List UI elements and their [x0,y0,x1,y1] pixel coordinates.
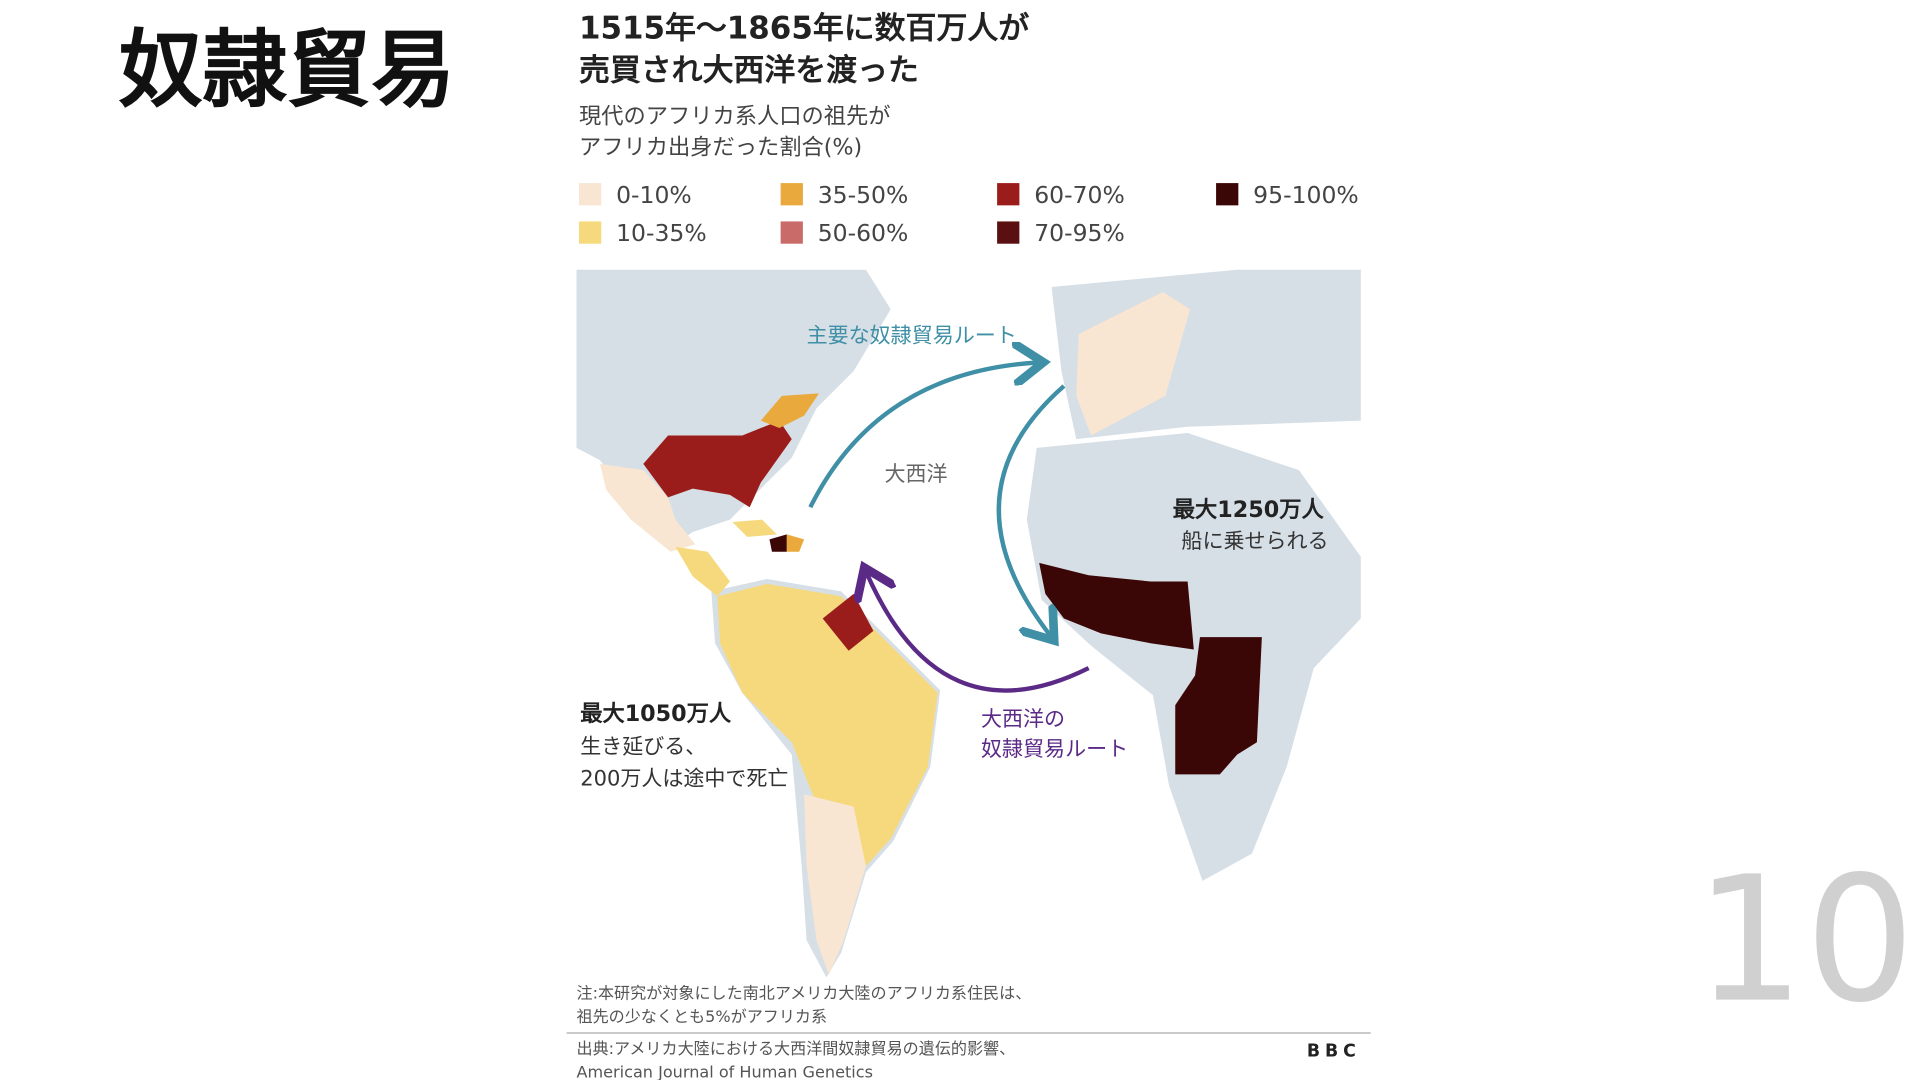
legend-label: 50-60% [818,219,909,247]
legend-label: 70-95% [1034,219,1125,247]
page-number: 10 [1695,839,1915,1041]
note: 祖先の少なくとも5%がアフリカ系 [576,1007,827,1026]
map-label: 200万人は途中で死亡 [580,766,788,791]
region [732,519,777,537]
region [717,583,938,866]
legend-label: 0-10% [616,181,692,209]
map-label: 船に乗せられる [1181,528,1328,553]
region [1175,637,1262,775]
legend-swatch [1216,183,1239,206]
note: 注:本研究が対象にした南北アメリカ大陸のアフリカ系住民は、 [576,983,1031,1002]
land [1026,432,1361,881]
map-label: 奴隷貿易ルート [981,736,1128,761]
region [822,593,874,651]
map: 主要な奴隷貿易ルート 大西洋 最大1250万人 船に乗せられる 大西洋の 奴隷貿… [576,269,1361,978]
legend-swatch [780,183,803,206]
map-label: 最大1050万人 [580,701,732,727]
map-label: 大西洋の [981,706,1065,731]
legend-swatch [997,183,1020,206]
figure-subtitle: 現代のアフリカ系人口の祖先が [579,104,891,130]
route-arrow [808,362,1039,509]
source: 出典:アメリカ大陸における大西洋間奴隷貿易の遺伝的影響、 [576,1039,1015,1058]
map-label: 大西洋 [885,461,948,486]
region [643,420,792,508]
region [675,546,730,597]
region [760,393,819,429]
region [600,463,696,552]
legend-swatch [997,221,1020,244]
source: American Journal of Human Genetics [576,1063,872,1080]
legend-label: 35-50% [818,181,909,209]
region [1076,291,1191,436]
legend-swatch [780,221,803,244]
map-label: 主要な奴隷貿易ルート [807,323,1017,348]
figure-title: 1515年〜1865年に数百万人が [579,10,1029,46]
figure-subtitle: アフリカ出身だった割合(%) [579,135,862,161]
region [786,534,805,552]
route-arrow [996,384,1066,637]
route-arrow [866,572,1090,693]
legend-swatch [578,221,602,244]
legend-swatch [578,183,602,206]
region [769,534,787,552]
region [1039,562,1194,650]
logo: BBC [1307,1041,1361,1061]
region [804,794,866,975]
legend: 0-10% 10-35% 35-50% 50-60% 60-70% 70-95% 95-10… [578,181,1359,247]
legend-label: 60-70% [1034,181,1125,209]
map-label: 最大1250万人 [1173,497,1325,523]
legend-label: 10-35% [616,219,707,247]
figure-title: 売買され大西洋を渡った [579,52,919,88]
map-label: 生き延びる、 [580,733,706,758]
slide-title: 奴隷貿易 [119,20,455,119]
legend-label: 95-100% [1253,181,1359,209]
